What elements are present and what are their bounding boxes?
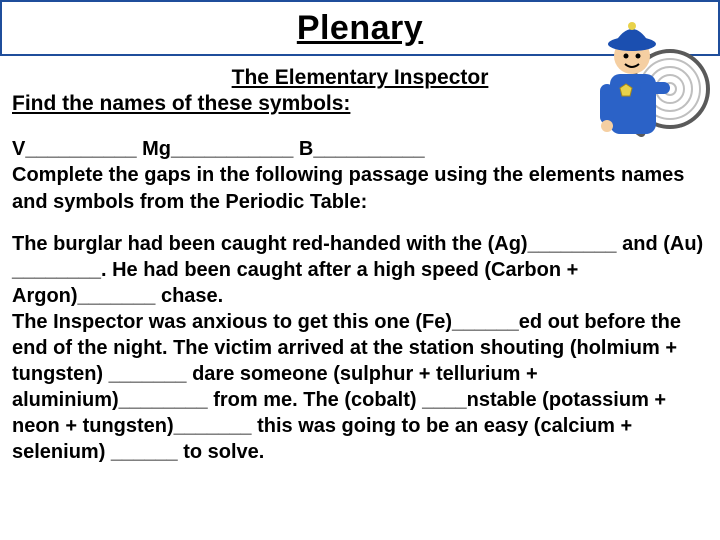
symbols-paragraph: V__________ Mg___________ B__________ Co… bbox=[12, 136, 708, 215]
content-area: The Elementary Inspector Find the names … bbox=[12, 62, 708, 465]
instruction-2: Complete the gaps in the following passa… bbox=[12, 164, 684, 212]
worksheet-subtitle: The Elementary Inspector bbox=[12, 66, 708, 90]
page-title: Plenary bbox=[297, 9, 423, 48]
symbols-line: V__________ Mg___________ B__________ bbox=[12, 138, 425, 160]
instruction-1: Find the names of these symbols: bbox=[12, 92, 708, 116]
story-passage: The burglar had been caught red-handed w… bbox=[12, 231, 708, 465]
